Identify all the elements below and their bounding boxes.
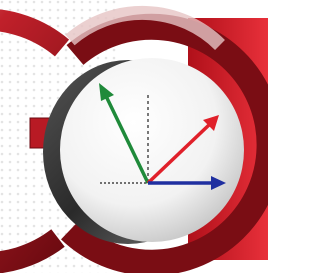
- sphere-face: [60, 58, 244, 242]
- logo: [0, 0, 268, 273]
